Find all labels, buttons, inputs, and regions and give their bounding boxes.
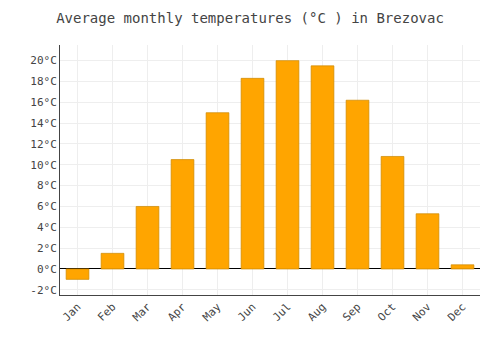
svg-text:Apr: Apr (165, 300, 189, 324)
svg-text:6°C: 6°C (37, 200, 57, 213)
svg-text:20°C: 20°C (30, 54, 57, 67)
svg-text:Average monthly temperatures (: Average monthly temperatures (°C ) in Br… (56, 10, 444, 26)
svg-text:4°C: 4°C (37, 221, 57, 234)
svg-text:0°C: 0°C (37, 263, 57, 276)
svg-text:16°C: 16°C (30, 96, 57, 109)
svg-text:Jan: Jan (60, 301, 83, 324)
svg-text:10°C: 10°C (30, 159, 57, 172)
svg-text:Jun: Jun (235, 301, 258, 324)
svg-text:12°C: 12°C (30, 138, 57, 151)
svg-text:Aug: Aug (305, 301, 328, 324)
svg-text:Dec: Dec (445, 301, 468, 324)
svg-text:Oct: Oct (375, 301, 398, 324)
svg-text:Mar: Mar (130, 300, 154, 324)
svg-text:Sep: Sep (340, 301, 363, 324)
svg-text:Nov: Nov (410, 300, 434, 324)
svg-text:Jul: Jul (270, 301, 293, 324)
svg-text:-2°C: -2°C (30, 284, 57, 297)
svg-text:14°C: 14°C (30, 117, 57, 130)
svg-text:18°C: 18°C (30, 75, 57, 88)
svg-text:Feb: Feb (95, 301, 118, 324)
svg-text:2°C: 2°C (37, 242, 57, 255)
svg-text:May: May (200, 300, 224, 324)
svg-text:8°C: 8°C (37, 179, 57, 192)
